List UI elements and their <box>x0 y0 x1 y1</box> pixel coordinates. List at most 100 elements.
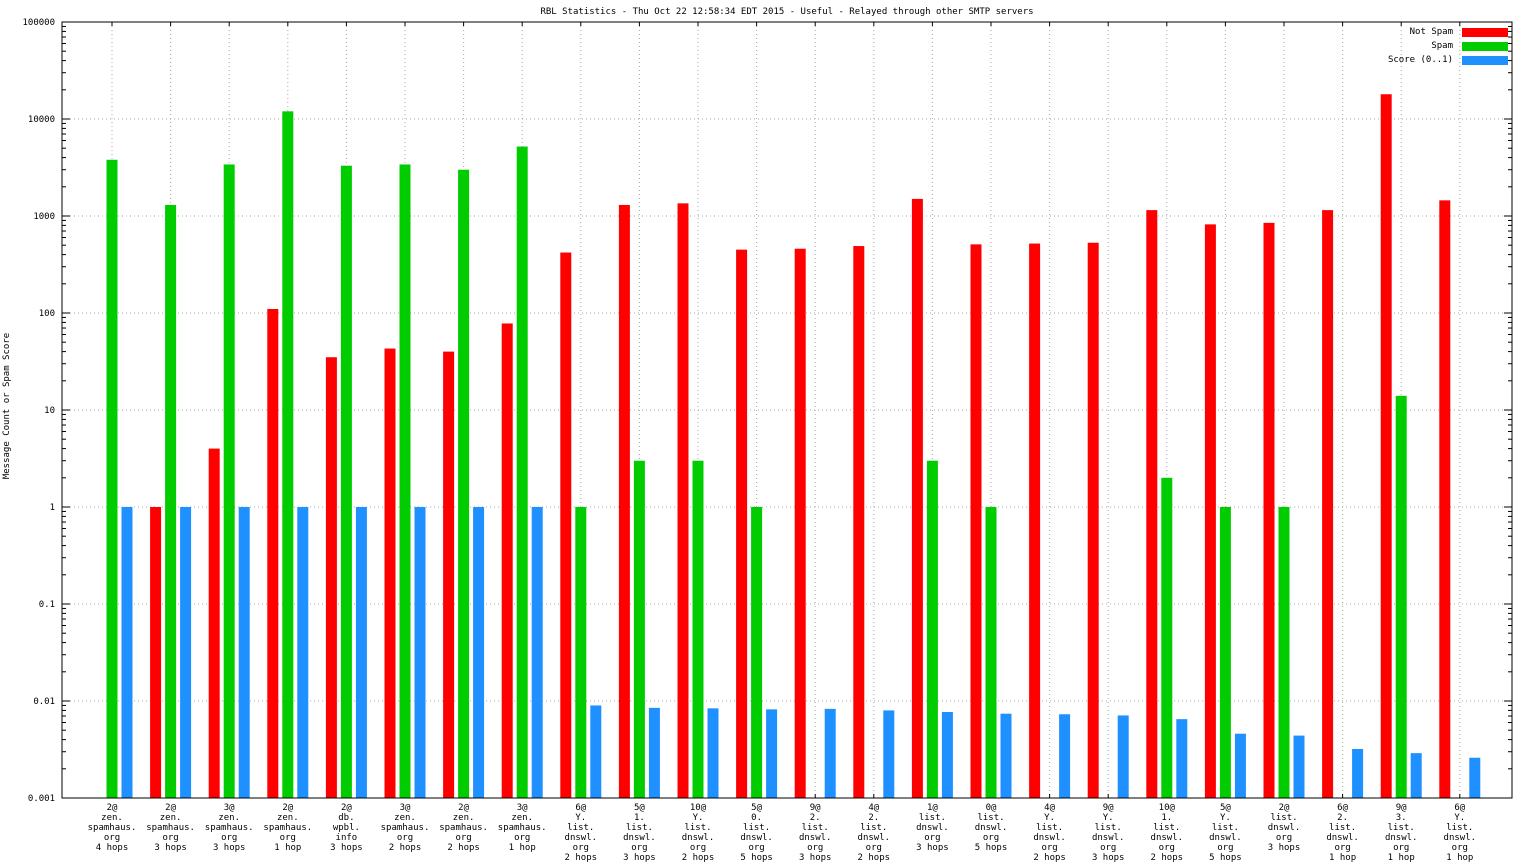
bar-score-0-1 <box>941 712 953 798</box>
x-tick-label: 0@ list. dnswl. org 5 hops <box>975 803 1008 853</box>
legend-label-spam: Spam <box>1431 41 1453 51</box>
legend-item-not-spam: Not Spam <box>1388 25 1508 39</box>
y-tick-label: 0.001 <box>28 794 55 804</box>
legend: Not Spam Spam Score (0..1) <box>1388 25 1508 67</box>
bar-score-0-1 <box>707 708 719 798</box>
x-tick-label: 5@ Y. list. dnswl. org 5 hops <box>1209 803 1242 863</box>
bar-spam <box>282 111 294 799</box>
x-tick-label: 3@ zen. spamhaus. org 3 hops <box>205 803 254 853</box>
x-tick-label: 9@ 3. list. dnswl. org 1 hop <box>1385 803 1418 863</box>
bar-score-0-1 <box>1352 749 1364 798</box>
x-tick-label: 2@ list. dnswl. org 3 hops <box>1268 803 1301 853</box>
bar-spam <box>985 507 997 798</box>
bar-not-spam <box>560 252 572 799</box>
bar-score-0-1 <box>883 710 895 798</box>
bar-not-spam <box>150 507 162 798</box>
bar-not-spam <box>1380 94 1392 798</box>
bar-not-spam <box>443 351 455 798</box>
bar-spam <box>575 507 587 798</box>
bar-score-0-1 <box>590 705 602 798</box>
bar-spam <box>106 159 118 798</box>
bar-not-spam <box>911 198 923 799</box>
x-tick-label: 9@ Y. list. dnswl. org 3 hops <box>1092 803 1125 863</box>
x-tick-label: 2@ db. wpbl. info 3 hops <box>330 803 363 853</box>
bar-not-spam <box>736 249 748 799</box>
bar-not-spam <box>1204 224 1216 799</box>
legend-swatch-score-icon <box>1462 55 1508 65</box>
bar-not-spam <box>794 248 806 798</box>
bar-not-spam <box>1263 222 1275 798</box>
bar-score-0-1 <box>1117 715 1129 798</box>
bar-not-spam <box>384 348 396 798</box>
x-tick-label: 9@ 2. list. dnswl. org 3 hops <box>799 803 832 863</box>
bar-not-spam <box>1146 210 1158 798</box>
x-tick-label: 6@ Y. list. dnswl. org 2 hops <box>565 803 598 863</box>
bar-spam <box>751 507 763 798</box>
y-tick-label: 1 <box>50 503 55 513</box>
legend-swatch-spam-icon <box>1462 41 1508 51</box>
bar-not-spam <box>208 448 220 798</box>
bar-score-0-1 <box>531 507 543 798</box>
bar-score-0-1 <box>238 507 250 798</box>
x-tick-label: 2@ zen. spamhaus. org 1 hop <box>263 803 312 853</box>
bar-score-0-1 <box>414 507 426 798</box>
plot-border <box>61 21 1513 799</box>
y-tick-label: 100000 <box>22 18 55 28</box>
y-tick-label: 1000 <box>33 212 55 222</box>
legend-label-score: Score (0..1) <box>1387 55 1453 65</box>
bar-spam <box>165 204 177 798</box>
bar-spam <box>633 460 645 798</box>
x-tick-label: 2@ zen. spamhaus. org 2 hops <box>439 803 488 853</box>
bar-score-0-1 <box>1410 753 1422 798</box>
y-tick-label: 100 <box>39 309 55 319</box>
bar-spam <box>926 460 938 798</box>
bar-not-spam <box>677 203 689 799</box>
x-tick-label: 4@ Y. list. dnswl. org 2 hops <box>1033 803 1066 863</box>
chart-title: RBL Statistics - Thu Oct 22 12:58:34 EDT… <box>540 7 1034 17</box>
legend-label-not-spam: Not Spam <box>1409 27 1453 37</box>
bar-spam <box>1395 395 1407 798</box>
bar-score-0-1 <box>473 507 485 798</box>
x-tick-label: 2@ zen. spamhaus. org 3 hops <box>146 803 195 853</box>
legend-item-spam: Spam <box>1388 39 1508 53</box>
x-tick-label: 5@ 0. list. dnswl. org 5 hops <box>740 803 773 863</box>
bar-spam <box>1278 507 1290 798</box>
x-tick-label: 6@ Y. list. dnswl. org 1 hop <box>1444 803 1477 863</box>
y-tick-label: 10000 <box>28 115 55 125</box>
x-tick-label: 10@ Y. list. dnswl. org 2 hops <box>682 803 715 863</box>
bar-score-0-1 <box>1176 719 1188 798</box>
bar-not-spam <box>1087 242 1099 798</box>
legend-swatch-not-spam-icon <box>1462 27 1508 37</box>
bar-not-spam <box>325 357 337 798</box>
y-tick-label: 10 <box>44 406 55 416</box>
y-tick-label: 0.01 <box>33 697 55 707</box>
bar-score-0-1 <box>648 707 660 798</box>
bar-spam <box>340 165 352 798</box>
bar-spam <box>223 164 235 799</box>
bar-score-0-1 <box>1469 757 1481 798</box>
bar-score-0-1 <box>1234 733 1246 798</box>
x-tick-label: 3@ zen. spamhaus. org 1 hop <box>498 803 547 853</box>
bar-score-0-1 <box>297 507 309 798</box>
x-tick-label: 2@ zen. spamhaus. org 4 hops <box>88 803 137 853</box>
bar-not-spam <box>1439 200 1451 799</box>
bar-score-0-1 <box>121 507 133 798</box>
y-tick-label: 0.1 <box>39 600 55 610</box>
bar-spam <box>692 460 704 798</box>
bar-not-spam <box>970 244 982 798</box>
bar-score-0-1 <box>1059 714 1071 798</box>
x-tick-label: 1@ list. dnswl. org 3 hops <box>916 803 949 853</box>
legend-item-score: Score (0..1) <box>1388 53 1508 67</box>
bar-spam <box>1219 507 1231 798</box>
x-tick-label: 4@ 2. list. dnswl. org 2 hops <box>858 803 891 863</box>
bar-spam <box>458 169 470 798</box>
bar-not-spam <box>501 323 513 798</box>
bar-spam <box>516 146 528 798</box>
x-tick-label: 3@ zen. spamhaus. org 2 hops <box>381 803 430 853</box>
bar-score-0-1 <box>1293 735 1305 798</box>
bar-not-spam <box>853 246 865 799</box>
bar-not-spam <box>1322 210 1334 798</box>
bar-not-spam <box>267 308 279 798</box>
bar-score-0-1 <box>180 507 192 798</box>
